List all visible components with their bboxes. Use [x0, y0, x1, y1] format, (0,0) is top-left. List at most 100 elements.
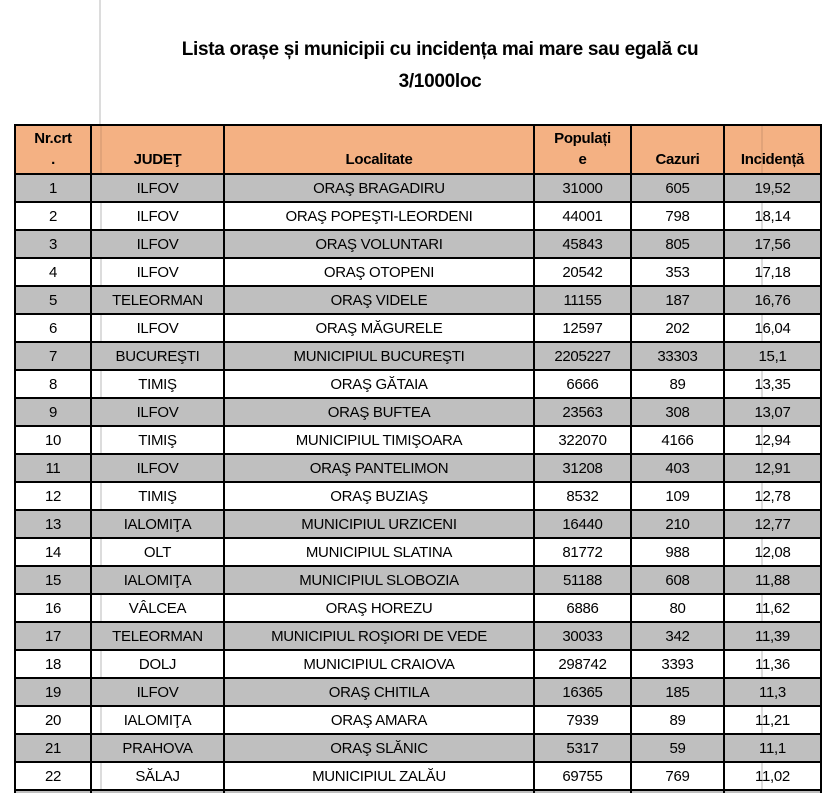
- populatie-cell: 12597: [533, 313, 632, 343]
- nr-crt-cell: 8: [14, 369, 92, 399]
- populatie-cell: 45843: [533, 229, 632, 259]
- table-row: 2 ILFOV ORAŞ POPEŞTI-LEORDENI 44001 798 18,14: [14, 201, 822, 231]
- cazuri-cell: 89: [630, 369, 725, 399]
- judet-cell: ILFOV: [90, 397, 225, 427]
- judet-cell: PRAHOVA: [90, 733, 225, 763]
- nr-crt-cell: 19: [14, 677, 92, 707]
- judet-cell: TIMIŞ: [90, 481, 225, 511]
- table-row: 4 ILFOV ORAŞ OTOPENI 20542 353 17,18: [14, 257, 822, 287]
- cazuri-cell: 798: [630, 201, 725, 231]
- table-row: 16 VÂLCEA ORAŞ HOREZU 6886 80 11,62: [14, 593, 822, 623]
- nr-crt-cell: 20: [14, 705, 92, 735]
- partial-row: [14, 789, 822, 793]
- judet-cell: ILFOV: [90, 677, 225, 707]
- table-row: 18 DOLJ MUNICIPIUL CRAIOVA 298742 3393 11,36: [14, 649, 822, 679]
- localitate-cell: ORAŞ BRAGADIRU: [223, 173, 535, 203]
- populatie-cell: 20542: [533, 257, 632, 287]
- populatie-cell: 2205227: [533, 341, 632, 371]
- cazuri-cell: 33303: [630, 341, 725, 371]
- table-header: Nr.crt . JUDEŢ Localitate Populați e Caz…: [14, 124, 822, 175]
- localitate-cell: ORAŞ CHITILA: [223, 677, 535, 707]
- populatie-cell: 51188: [533, 565, 632, 595]
- populatie-cell: 31000: [533, 173, 632, 203]
- localitate-cell: ORAŞ GĂTAIA: [223, 369, 535, 399]
- localitate-cell: ORAŞ AMARA: [223, 705, 535, 735]
- localitate-cell: ORAŞ BUFTEA: [223, 397, 535, 427]
- localitate-cell: MUNICIPIUL ROŞIORI DE VEDE: [223, 621, 535, 651]
- table-row: 9 ILFOV ORAŞ BUFTEA 23563 308 13,07: [14, 397, 822, 427]
- populatie-cell: 31208: [533, 453, 632, 483]
- table-row: 6 ILFOV ORAŞ MĂGURELE 12597 202 16,04: [14, 313, 822, 343]
- nr-crt-cell: 12: [14, 481, 92, 511]
- nr-crt-cell: 7: [14, 341, 92, 371]
- table-row: 10 TIMIŞ MUNICIPIUL TIMIŞOARA 322070 4166 12,…: [14, 425, 822, 455]
- localitate-cell: MUNICIPIUL SLOBOZIA: [223, 565, 535, 595]
- header-row: Nr.crt . JUDEŢ Localitate Populați e Caz…: [14, 124, 822, 175]
- incidenta-cell: 11,88: [723, 565, 822, 595]
- incidenta-cell: 11,62: [723, 593, 822, 623]
- incidenta-cell: 11,21: [723, 705, 822, 735]
- judet-cell: SĂLAJ: [90, 761, 225, 791]
- judet-cell: IALOMIŢA: [90, 509, 225, 539]
- incidenta-cell: 12,08: [723, 537, 822, 567]
- table-row: 7 BUCUREŞTI MUNICIPIUL BUCUREŞTI 2205227 333…: [14, 341, 822, 371]
- localitate-cell: MUNICIPIUL CRAIOVA: [223, 649, 535, 679]
- populatie-cell: 16440: [533, 509, 632, 539]
- cazuri-cell: 353: [630, 257, 725, 287]
- incidenta-cell: 12,77: [723, 509, 822, 539]
- cazuri-cell: 59: [630, 733, 725, 763]
- nr-crt-cell: 4: [14, 257, 92, 287]
- table-row: 14 OLT MUNICIPIUL SLATINA 81772 988 12,08: [14, 537, 822, 567]
- nr-crt-cell: 21: [14, 733, 92, 763]
- judet-cell: ILFOV: [90, 229, 225, 259]
- table-row: 21 PRAHOVA ORAŞ SLĂNIC 5317 59 11,1: [14, 733, 822, 763]
- cazuri-cell: 4166: [630, 425, 725, 455]
- table-row: 11 ILFOV ORAŞ PANTELIMON 31208 403 12,91: [14, 453, 822, 483]
- col-header-judet: JUDEŢ: [90, 124, 225, 175]
- nr-crt-cell: 9: [14, 397, 92, 427]
- nr-crt-cell: 17: [14, 621, 92, 651]
- incidenta-cell: 11,3: [723, 677, 822, 707]
- table-row: 20 IALOMIŢA ORAŞ AMARA 7939 89 11,21: [14, 705, 822, 735]
- nr-crt-cell: 15: [14, 565, 92, 595]
- cazuri-cell: 805: [630, 229, 725, 259]
- partial-cell: [90, 789, 225, 793]
- partial-cell: [223, 789, 535, 793]
- judet-cell: ILFOV: [90, 201, 225, 231]
- populatie-cell: 7939: [533, 705, 632, 735]
- cazuri-cell: 187: [630, 285, 725, 315]
- judet-cell: TIMIŞ: [90, 425, 225, 455]
- spreadsheet-column-gridline: [99, 0, 101, 124]
- incidenta-cell: 16,04: [723, 313, 822, 343]
- table-row: 19 ILFOV ORAŞ CHITILA 16365 185 11,3: [14, 677, 822, 707]
- incidenta-cell: 11,36: [723, 649, 822, 679]
- localitate-cell: ORAŞ MĂGURELE: [223, 313, 535, 343]
- populatie-cell: 6666: [533, 369, 632, 399]
- col-header-populatie: Populați e: [533, 124, 632, 175]
- judet-cell: TELEORMAN: [90, 621, 225, 651]
- judet-cell: DOLJ: [90, 649, 225, 679]
- incidenta-cell: 11,02: [723, 761, 822, 791]
- cazuri-cell: 308: [630, 397, 725, 427]
- nr-crt-cell: 16: [14, 593, 92, 623]
- incidence-table: Nr.crt . JUDEŢ Localitate Populați e Caz…: [14, 124, 822, 793]
- localitate-cell: ORAŞ POPEŞTI-LEORDENI: [223, 201, 535, 231]
- table-row: 12 TIMIŞ ORAŞ BUZIAŞ 8532 109 12,78: [14, 481, 822, 511]
- table-row: 8 TIMIŞ ORAŞ GĂTAIA 6666 89 13,35: [14, 369, 822, 399]
- populatie-cell: 298742: [533, 649, 632, 679]
- judet-cell: IALOMIŢA: [90, 705, 225, 735]
- incidenta-cell: 17,56: [723, 229, 822, 259]
- incidenta-cell: 13,35: [723, 369, 822, 399]
- page-title: Lista orașe și municipii cu incidența ma…: [181, 39, 699, 92]
- populatie-cell: 8532: [533, 481, 632, 511]
- populatie-cell: 11155: [533, 285, 632, 315]
- localitate-cell: ORAŞ VOLUNTARI: [223, 229, 535, 259]
- col-header-localitate: Localitate: [223, 124, 535, 175]
- cazuri-cell: 608: [630, 565, 725, 595]
- table-row: 1 ILFOV ORAŞ BRAGADIRU 31000 605 19,52: [14, 173, 822, 203]
- table-row: 13 IALOMIŢA MUNICIPIUL URZICENI 16440 210 12,…: [14, 509, 822, 539]
- nr-crt-cell: 18: [14, 649, 92, 679]
- localitate-cell: MUNICIPIUL URZICENI: [223, 509, 535, 539]
- table-row: 5 TELEORMAN ORAŞ VIDELE 11155 187 16,76: [14, 285, 822, 315]
- nr-crt-cell: 6: [14, 313, 92, 343]
